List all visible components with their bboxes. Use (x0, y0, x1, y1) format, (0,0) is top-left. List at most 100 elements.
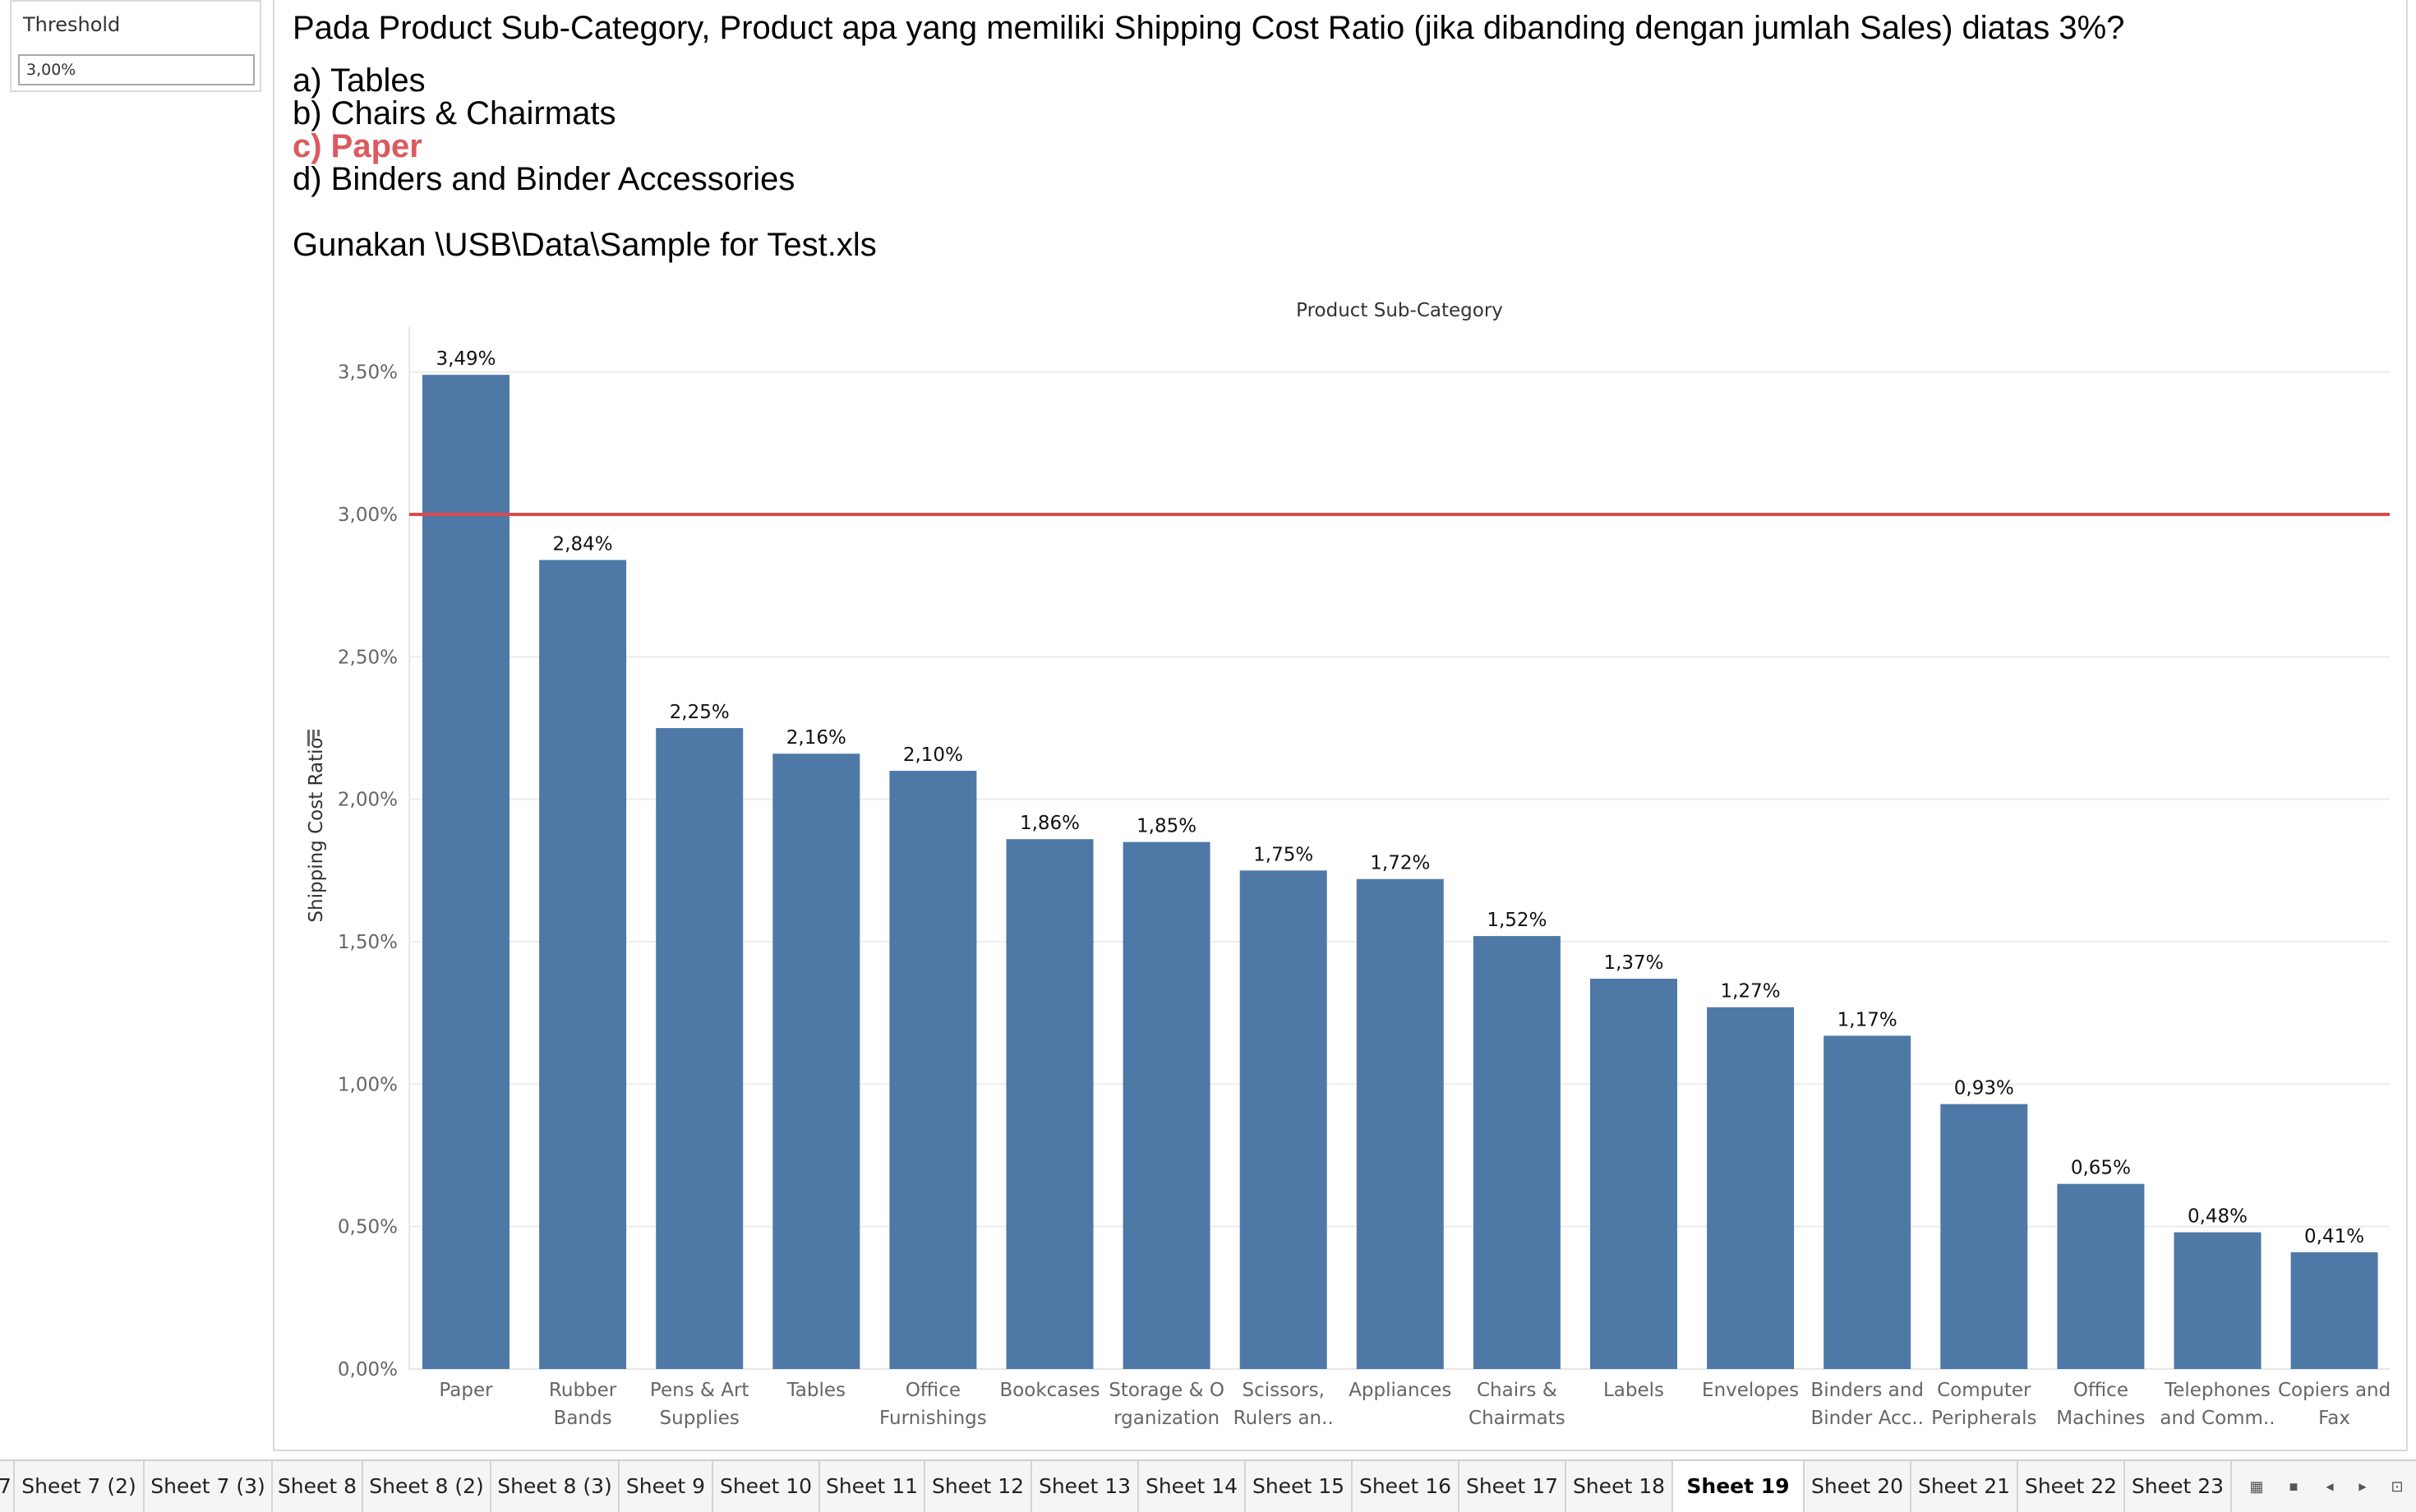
sheet-tab[interactable]: Sheet 8 (2) (363, 1461, 491, 1512)
sheet-tab[interactable]: Sheet 8 (273, 1461, 363, 1512)
x-tick-label: Furnishings (879, 1408, 987, 1429)
bar-9 (1473, 936, 1561, 1369)
x-tick-label: Scissors, (1242, 1380, 1324, 1401)
bar-value-label: 1,27% (1721, 981, 1781, 1003)
option-b: b) Chairs & Chairmats (293, 95, 616, 131)
presentation-mode-icon[interactable]: ⊡ (2391, 1478, 2404, 1495)
question-text: Pada Product Sub-Category, Product apa y… (293, 10, 2125, 46)
y-tick-label: 1,00% (338, 1074, 398, 1095)
threshold-title: Threshold (23, 13, 121, 36)
x-tick-label: Paper (439, 1380, 493, 1401)
sheet-tab[interactable]: Sheet 21 (1911, 1461, 2018, 1512)
bar-value-label: 0,41% (2304, 1226, 2364, 1247)
show-filmstrip-icon[interactable]: ■ (2289, 1478, 2298, 1495)
bar-6 (1123, 841, 1210, 1369)
option-c-answer: c) Paper (293, 128, 422, 164)
x-tick-label: Pens & Art (650, 1380, 749, 1401)
x-tick-label: Storage & O (1109, 1380, 1224, 1401)
bar-value-label: 0,65% (2071, 1158, 2131, 1179)
bar-value-label: 2,84% (553, 533, 613, 555)
x-tick-label: Labels (1603, 1380, 1664, 1401)
x-tick-label: Binder Acc.. (1810, 1408, 1924, 1429)
sheet-tab[interactable]: Sheet 19 (1673, 1461, 1805, 1512)
x-tick-label: Envelopes (1702, 1380, 1799, 1401)
sheet-tab[interactable]: Sheet 9 (620, 1461, 713, 1512)
x-tick-label: Bookcases (999, 1380, 1100, 1401)
bar-11 (1707, 1007, 1795, 1369)
sheet-tab[interactable]: Sheet 11 (820, 1461, 925, 1512)
chart-title: Product Sub-Category (1296, 300, 1503, 321)
y-tick-label: 3,00% (338, 505, 398, 526)
sheet-tab[interactable]: Sheet 10 (713, 1461, 820, 1512)
sort-indicator-icon[interactable] (307, 730, 320, 746)
bar-value-label: 1,52% (1487, 910, 1547, 931)
dashboard-zone: Pada Product Sub-Category, Product apa y… (273, 0, 2408, 1451)
bar-2 (656, 728, 744, 1369)
show-sheet-sorter-icon[interactable]: ▦ (2249, 1478, 2264, 1495)
bar-value-label: 1,37% (1603, 952, 1663, 974)
sheet-tab[interactable]: Sheet 13 (1032, 1461, 1139, 1512)
x-tick-label: Tables (786, 1380, 846, 1401)
next-tab-icon[interactable]: ▶ (2358, 1481, 2367, 1492)
threshold-input[interactable] (18, 54, 255, 85)
x-tick-label: rganization (1113, 1408, 1220, 1429)
bar-value-label: 2,25% (670, 702, 730, 723)
sheet-tab[interactable]: Sheet 22 (2018, 1461, 2125, 1512)
sheet-tab[interactable]: Sheet 7 (2) (15, 1461, 145, 1512)
y-axis-title: Shipping Cost Ratio (306, 737, 327, 922)
x-tick-label: Copiers and (2278, 1380, 2391, 1401)
bar-value-label: 1,75% (1253, 844, 1313, 865)
y-tick-label: 2,50% (338, 647, 398, 668)
sheet-tab[interactable]: Sheet 12 (925, 1461, 1032, 1512)
bar-7 (1239, 870, 1327, 1369)
sheet-tab[interactable]: Sheet 7 (3) (145, 1461, 273, 1512)
bar-value-label: 1,17% (1837, 1009, 1897, 1030)
x-tick-label: Telephones (2164, 1380, 2271, 1401)
bar-0 (422, 375, 509, 1370)
y-tick-label: 1,50% (338, 932, 398, 953)
y-tick-label: 3,50% (338, 362, 398, 384)
bar-13 (1940, 1104, 2028, 1369)
bar-4 (889, 771, 977, 1369)
x-tick-label: Bands (554, 1408, 612, 1429)
sheet-tab[interactable]: Sheet 16 (1353, 1461, 1459, 1512)
x-tick-label: Supplies (660, 1408, 740, 1429)
bar-value-label: 2,10% (903, 744, 963, 766)
x-tick-label: Rulers an.. (1233, 1408, 1334, 1429)
bar-15 (2174, 1232, 2262, 1369)
x-tick-label: Computer (1937, 1380, 2031, 1401)
x-tick-label: Chairs & (1477, 1380, 1557, 1401)
bar-16 (2290, 1252, 2378, 1369)
bar-5 (1006, 839, 1094, 1369)
bar-10 (1590, 979, 1677, 1369)
bar-value-label: 2,16% (786, 727, 846, 749)
sheet-tab[interactable]: Sheet 23 (2125, 1461, 2232, 1512)
y-tick-label: 0,00% (338, 1359, 398, 1381)
x-tick-label: Appliances (1349, 1380, 1451, 1401)
sheet-tab[interactable]: Sheet 14 (1139, 1461, 1246, 1512)
sheet-tab[interactable]: Sheet 18 (1566, 1461, 1673, 1512)
sheet-tab[interactable]: 7 (0, 1461, 15, 1512)
previous-tab-icon[interactable]: ◀ (2326, 1481, 2334, 1492)
bar-value-label: 1,86% (1020, 813, 1080, 834)
bar-value-label: 1,72% (1370, 853, 1430, 874)
sheet-tab[interactable]: Sheet 20 (1805, 1461, 1911, 1512)
sheet-tab-bar: 7 Sheet 7 (2) Sheet 7 (3) Sheet 8 Sheet 8 (2… (0, 1459, 2416, 1512)
bar-value-label: 3,49% (436, 348, 496, 370)
bar-8 (1356, 878, 1444, 1369)
data-source-note: Gunakan \USB\Data\Sample for Test.xls (293, 227, 877, 263)
threshold-parameter-card: Threshold (10, 0, 261, 92)
question-block: Pada Product Sub-Category, Product apa y… (293, 12, 2124, 261)
x-tick-label: Machines (2056, 1408, 2145, 1429)
option-a: a) Tables (293, 62, 426, 99)
sheet-tab[interactable]: Sheet 8 (3) (491, 1461, 620, 1512)
y-tick-label: 2,00% (338, 790, 398, 811)
x-tick-label: Rubber (549, 1380, 617, 1401)
sheet-tab[interactable]: Sheet 17 (1459, 1461, 1566, 1512)
bar-12 (1824, 1035, 1911, 1369)
bar-value-label: 0,93% (1954, 1078, 2014, 1099)
bar-value-label: 0,48% (2188, 1206, 2248, 1228)
x-tick-label: Peripherals (1931, 1408, 2036, 1429)
sheet-tab[interactable]: Sheet 15 (1246, 1461, 1353, 1512)
option-d: d) Binders and Binder Accessories (293, 161, 795, 197)
